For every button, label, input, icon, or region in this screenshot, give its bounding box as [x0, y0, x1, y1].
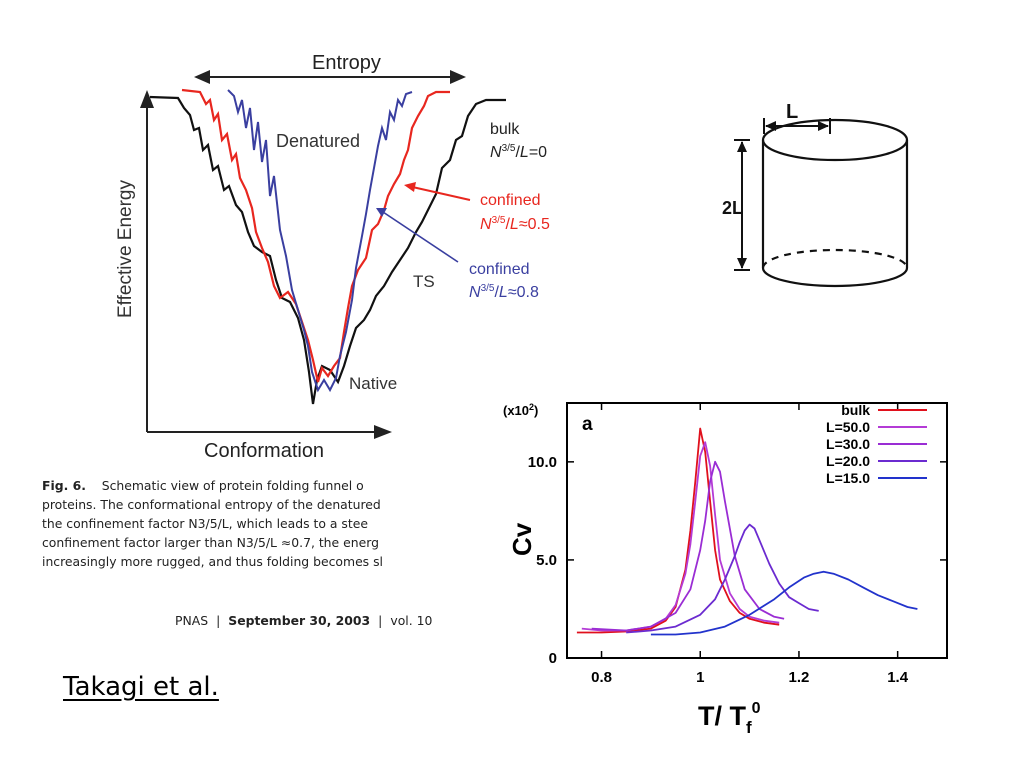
funnel-curve-confined-08: [227, 89, 413, 393]
cv-x-axis-label: T/ Tf0: [698, 700, 761, 737]
height-arrow-top-head: [737, 141, 747, 152]
caption-line-2: proteins. The conformational entropy of …: [42, 497, 381, 512]
cv-chart: 0.8 1 1.2 1.4 0 5.0 10.0 a (x102) Cv T/ Tf0 bu…: [503, 402, 948, 737]
legend-bulk-formula: N3/5/L=0: [490, 143, 547, 161]
figure-caption: Fig. 6. Schematic view of protein foldin…: [42, 476, 482, 571]
cv-panel-label: a: [582, 414, 593, 435]
cylinder-diagram: L 2L: [722, 101, 909, 288]
cv-series-l-20-0: [626, 523, 819, 634]
width-arrow-right-head: [818, 121, 829, 131]
funnel-curve-confined-05: [181, 88, 450, 383]
caption-line-4: confinement factor larger than N3/5/L ≈0…: [42, 535, 379, 550]
funnel-y-axis-label: Effective Energy: [115, 179, 136, 318]
legend-bulk-name: bulk: [490, 121, 520, 138]
caption-line-3: the confinement factor N3/5/L, which lea…: [42, 516, 368, 531]
cv-x-tick-label: 0.8: [591, 669, 612, 686]
legend-confined08-name: confined: [469, 261, 530, 278]
citation-text: Takagi et al.: [63, 672, 219, 702]
pointer-blue-head: [376, 208, 387, 217]
journal-footer: PNAS | September 30, 2003 | vol. 10: [175, 613, 433, 628]
cv-legend-label: L=15.0: [826, 470, 870, 486]
pointer-blue: [379, 209, 459, 263]
cv-plot-frame: [566, 402, 948, 659]
journal-volume: vol. 10: [390, 613, 433, 628]
journal-date: September 30, 2003: [228, 613, 371, 628]
cv-legend-label: L=50.0: [826, 419, 870, 435]
height-arrow-bottom-head: [737, 258, 747, 269]
cylinder-bottom-front: [761, 267, 909, 288]
cv-legend-label: bulk: [841, 402, 870, 418]
funnel-x-axis-head: [374, 425, 392, 439]
caption-line-1: Fig. 6. Schematic view of protein foldin…: [42, 478, 364, 493]
cv-series-bulk: [576, 427, 780, 634]
pointer-red: [407, 185, 471, 201]
cv-x-tick-label: 1.4: [887, 669, 909, 686]
caption-fig-label: Fig. 6.: [42, 478, 86, 493]
cv-y-tick-label: 0: [549, 650, 557, 667]
cv-legend-label: L=30.0: [826, 436, 870, 452]
cv-series-l-50-0: [581, 441, 780, 632]
cv-yscale-label: (x102): [503, 402, 538, 418]
funnel-x-axis-label: Conformation: [204, 440, 324, 462]
funnel-figure: Entropy Effective Energy Conformation De…: [115, 52, 550, 462]
cv-y-tick-label: 5.0: [536, 552, 557, 569]
funnel-y-axis-head: [140, 90, 154, 108]
pointer-red-head: [404, 182, 416, 192]
legend-confined05-name: confined: [480, 192, 541, 209]
native-label: Native: [349, 374, 397, 393]
cv-series-l-30-0: [591, 460, 785, 632]
cv-x-tick-label: 1.2: [789, 669, 810, 686]
cylinder-height-label: 2L: [722, 198, 743, 218]
entropy-label: Entropy: [312, 52, 381, 74]
cv-x-tick-label: 1: [696, 669, 704, 686]
legend-confined05-formula: N3/5/L≈0.5: [480, 215, 550, 233]
cv-series-l-15-0: [650, 570, 918, 636]
cv-y-tick-label: 10.0: [528, 454, 557, 471]
cylinder-width-label: L: [786, 101, 798, 123]
cylinder-bottom-back: [761, 248, 909, 269]
journal-name: PNAS: [175, 613, 209, 628]
legend-confined08-formula: N3/5/L≈0.8: [469, 283, 539, 301]
cv-legend-label: L=20.0: [826, 453, 870, 469]
caption-line-5: increasingly more rugged, and thus foldi…: [42, 554, 383, 569]
cylinder-top: [761, 118, 909, 162]
cv-y-axis-label: Cv: [507, 522, 537, 556]
ts-label: TS: [413, 272, 435, 291]
entropy-arrow-right-head: [450, 70, 466, 84]
denatured-label: Denatured: [276, 131, 360, 151]
entropy-arrow-left-head: [194, 70, 210, 84]
